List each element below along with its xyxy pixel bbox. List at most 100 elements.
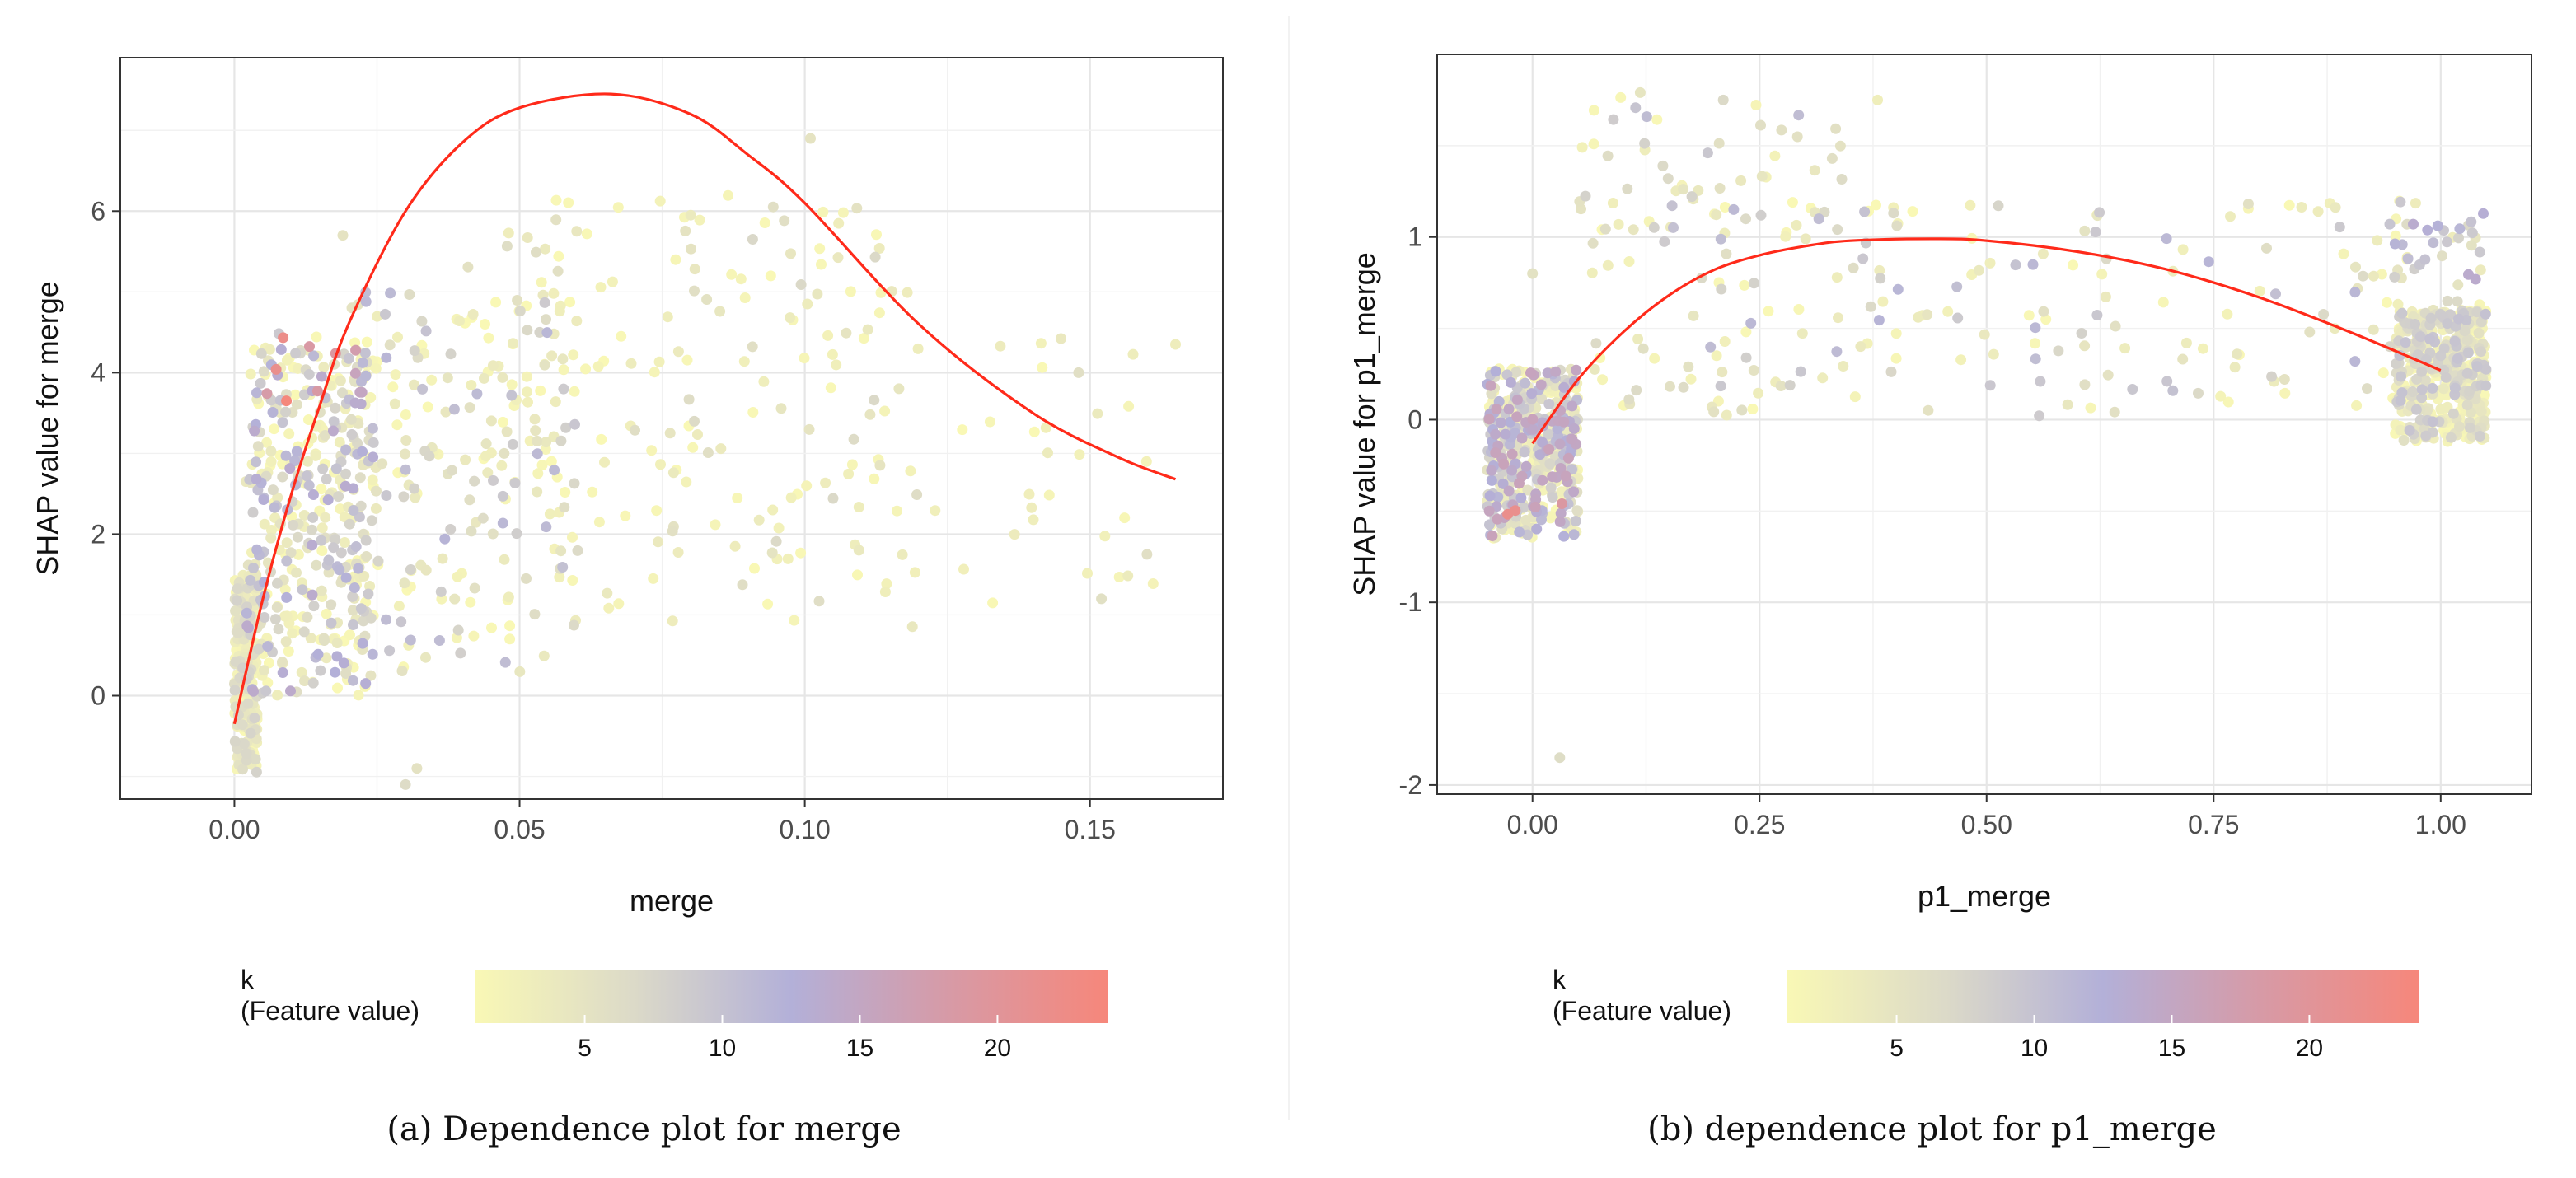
scatter-point: [1550, 366, 1562, 377]
scatter-point: [445, 348, 457, 360]
scatter-point: [2404, 424, 2415, 436]
scatter-point: [737, 579, 748, 591]
scatter-point: [747, 234, 758, 245]
scatter-point: [265, 446, 277, 457]
scatter-point: [540, 243, 551, 255]
scatter-point: [340, 444, 352, 456]
scatter-point: [2410, 404, 2422, 415]
scatter-point: [1630, 102, 1642, 114]
scatter-point: [2391, 358, 2402, 369]
scatter-chart-b: 0.00 0.25 0.50 0.75 1.00 -2 -1 0 1 p1_merge SHAP v…: [1347, 54, 2532, 1062]
scatter-point: [1832, 224, 1843, 236]
scatter-point: [1830, 123, 1842, 134]
legend-tick-label: 10: [709, 1035, 736, 1062]
scatter-point: [372, 311, 383, 322]
scatter-point: [1831, 272, 1843, 283]
scatter-point: [689, 415, 700, 427]
x-tick-label: 0.15: [1065, 815, 1116, 844]
scatter-point: [318, 362, 330, 373]
scatter-point: [349, 582, 360, 593]
scatter-point: [1877, 296, 1889, 307]
scatter-point: [2471, 306, 2483, 318]
scatter-point: [2466, 227, 2478, 239]
scatter-point: [879, 587, 891, 597]
scatter-point: [347, 675, 358, 686]
scatter-point: [251, 474, 262, 485]
scatter-point: [1747, 404, 1759, 414]
scatter-point: [2475, 406, 2487, 417]
scatter-point: [879, 405, 891, 417]
scatter-point: [546, 350, 558, 362]
legend-tick-label: 20: [984, 1035, 1011, 1062]
scatter-point: [250, 754, 261, 765]
scatter-point: [893, 383, 905, 395]
scatter-point: [2180, 337, 2192, 348]
scatter-point: [651, 505, 663, 517]
scatter-point: [381, 490, 392, 501]
scatter-point: [2445, 432, 2457, 443]
scatter-point: [1632, 334, 1644, 344]
scatter-point: [1686, 191, 1698, 203]
scatter-point: [1875, 273, 1886, 284]
scatter-point: [1123, 400, 1135, 412]
scatter-point: [564, 297, 576, 308]
scatter-point: [1558, 531, 1570, 542]
scatter-point: [1922, 309, 1933, 320]
scatter-point: [1641, 111, 1652, 123]
scatter-point: [853, 502, 864, 512]
scatter-point: [272, 690, 283, 701]
scatter-point: [230, 656, 241, 667]
scatter-point: [630, 424, 640, 436]
scatter-point: [616, 330, 627, 342]
scatter-point: [389, 398, 400, 409]
scatter-point: [1500, 428, 1511, 440]
scatter-point: [2424, 334, 2436, 345]
scatter-point: [1571, 505, 1583, 517]
scatter-point: [405, 634, 416, 646]
scatter-point: [2222, 308, 2233, 320]
scatter-point: [1651, 114, 1663, 125]
scatter-point: [541, 327, 553, 339]
scatter-point: [381, 614, 391, 625]
scatter-point: [1791, 131, 1803, 143]
scatter-point: [603, 602, 615, 614]
scatter-point: [247, 507, 259, 518]
scatter-point: [550, 214, 562, 226]
scatter-point: [460, 454, 471, 465]
scatter-point: [831, 359, 842, 371]
scatter-point: [548, 287, 560, 299]
scatter-point: [353, 690, 364, 701]
scatter-point: [1865, 301, 1876, 312]
scatter-point: [1721, 248, 1732, 259]
legend-colorbar: [475, 970, 1108, 1023]
scatter-point: [340, 668, 352, 679]
scatter-point: [2368, 324, 2379, 335]
scatter-point: [2475, 346, 2487, 358]
scatter-point: [422, 401, 433, 413]
scatter-point: [1623, 394, 1635, 405]
scatter-point: [466, 526, 477, 537]
scatter-point: [2396, 371, 2407, 382]
scatter-point: [2419, 375, 2431, 386]
scatter-point: [1838, 361, 1849, 372]
scatter-point: [1796, 328, 1808, 339]
scatter-point: [465, 596, 476, 608]
scatter-point: [554, 572, 565, 583]
scatter-point: [817, 206, 829, 217]
scatter-point: [1648, 222, 1660, 233]
scatter-point: [365, 670, 377, 681]
scatter-point: [454, 316, 465, 326]
scatter-point: [292, 531, 303, 543]
scatter-point: [308, 350, 320, 362]
scatter-point: [825, 382, 836, 394]
scatter-point: [1486, 388, 1497, 400]
scatter-point: [304, 341, 315, 353]
scatter-point: [328, 542, 340, 554]
scatter-point: [522, 325, 533, 336]
scatter-point: [536, 277, 547, 288]
scatter-point: [1952, 312, 1964, 324]
scatter-point: [851, 203, 863, 214]
scatter-point: [445, 524, 457, 535]
scatter-point: [1536, 393, 1547, 404]
scatter-point: [237, 764, 248, 775]
